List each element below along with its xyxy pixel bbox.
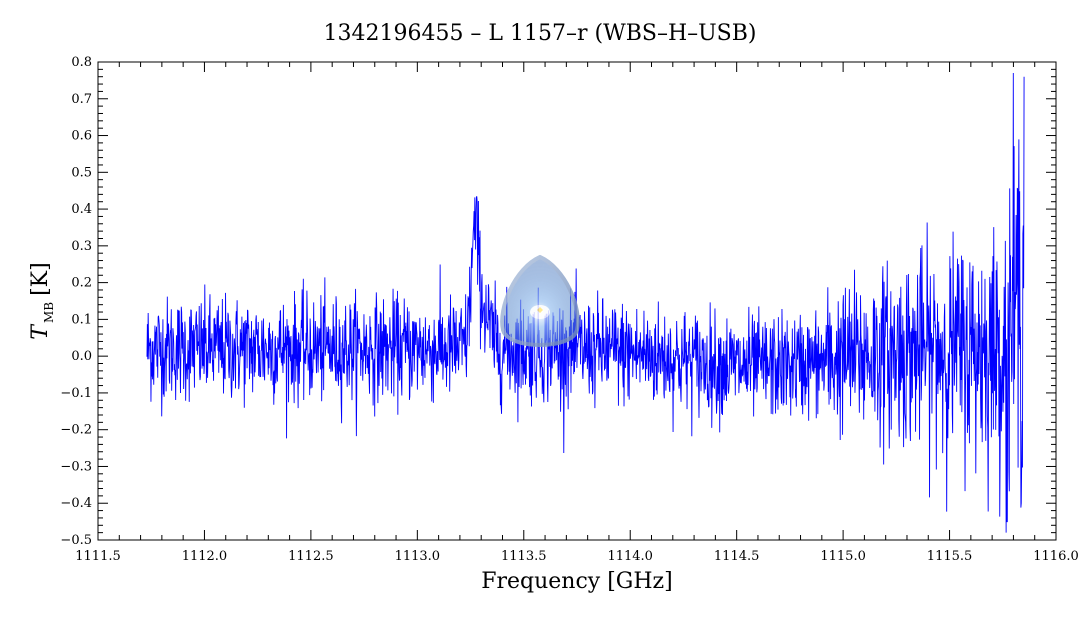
x-tick-label: 1112.0 <box>182 549 228 564</box>
y-axis-label-unit: [K] <box>28 262 53 296</box>
y-tick-label: −0.1 <box>60 386 92 401</box>
x-tick-label: 1114.5 <box>714 549 760 564</box>
y-tick-label: 0.3 <box>71 239 92 254</box>
svg-text:TMB[K]: TMB [K] <box>28 262 56 339</box>
y-tick-label: 0.7 <box>71 92 92 107</box>
y-axis-label-sub: MB <box>42 302 56 323</box>
y-tick-label: 0.5 <box>71 165 92 180</box>
y-tick-label: −0.2 <box>60 423 92 438</box>
series-line <box>146 73 1025 533</box>
x-tick-label: 1115.5 <box>927 549 973 564</box>
y-axis-label-main: T <box>28 323 53 340</box>
x-tick-label: 1115.0 <box>820 549 866 564</box>
y-tick-label: 0.6 <box>71 129 92 144</box>
plot-frame <box>97 61 1057 541</box>
y-tick-label: −0.4 <box>60 496 92 511</box>
y-tick-label: 0.4 <box>71 202 92 217</box>
y-tick-label: −0.3 <box>60 459 92 474</box>
y-tick-label: −0.5 <box>60 533 92 548</box>
x-axis-label: Frequency [GHz] <box>481 569 673 594</box>
chart-title: 1342196455 – L 1157–r (WBS–H–USB) <box>323 21 756 46</box>
x-tick-labels: 1111.5 1112.0 1112.5 1113.0 1113.5 1114.0 1114… <box>75 549 1079 564</box>
x-tick-label: 1113.0 <box>395 549 441 564</box>
x-tick-label: 1116.0 <box>1033 549 1079 564</box>
water-drop-watermark <box>500 254 580 347</box>
y-tick-label: 0.2 <box>71 276 92 291</box>
x-tick-label: 1113.5 <box>501 549 547 564</box>
y-tick-label: 0.1 <box>71 312 92 327</box>
y-axis-label: TMB [K] <box>28 262 56 339</box>
y-tick-label: 0.8 <box>71 55 92 70</box>
y-tick-labels: −0.5 −0.4 −0.3 −0.2 −0.1 0.0 0.1 0.2 0.3 0.4 0.5 0.… <box>60 55 92 548</box>
x-tick-label: 1112.5 <box>288 549 334 564</box>
x-tick-label: 1111.5 <box>75 549 121 564</box>
axis-ticks <box>97 61 1057 541</box>
y-tick-label: 0.0 <box>71 349 92 364</box>
x-tick-label: 1114.0 <box>607 549 653 564</box>
